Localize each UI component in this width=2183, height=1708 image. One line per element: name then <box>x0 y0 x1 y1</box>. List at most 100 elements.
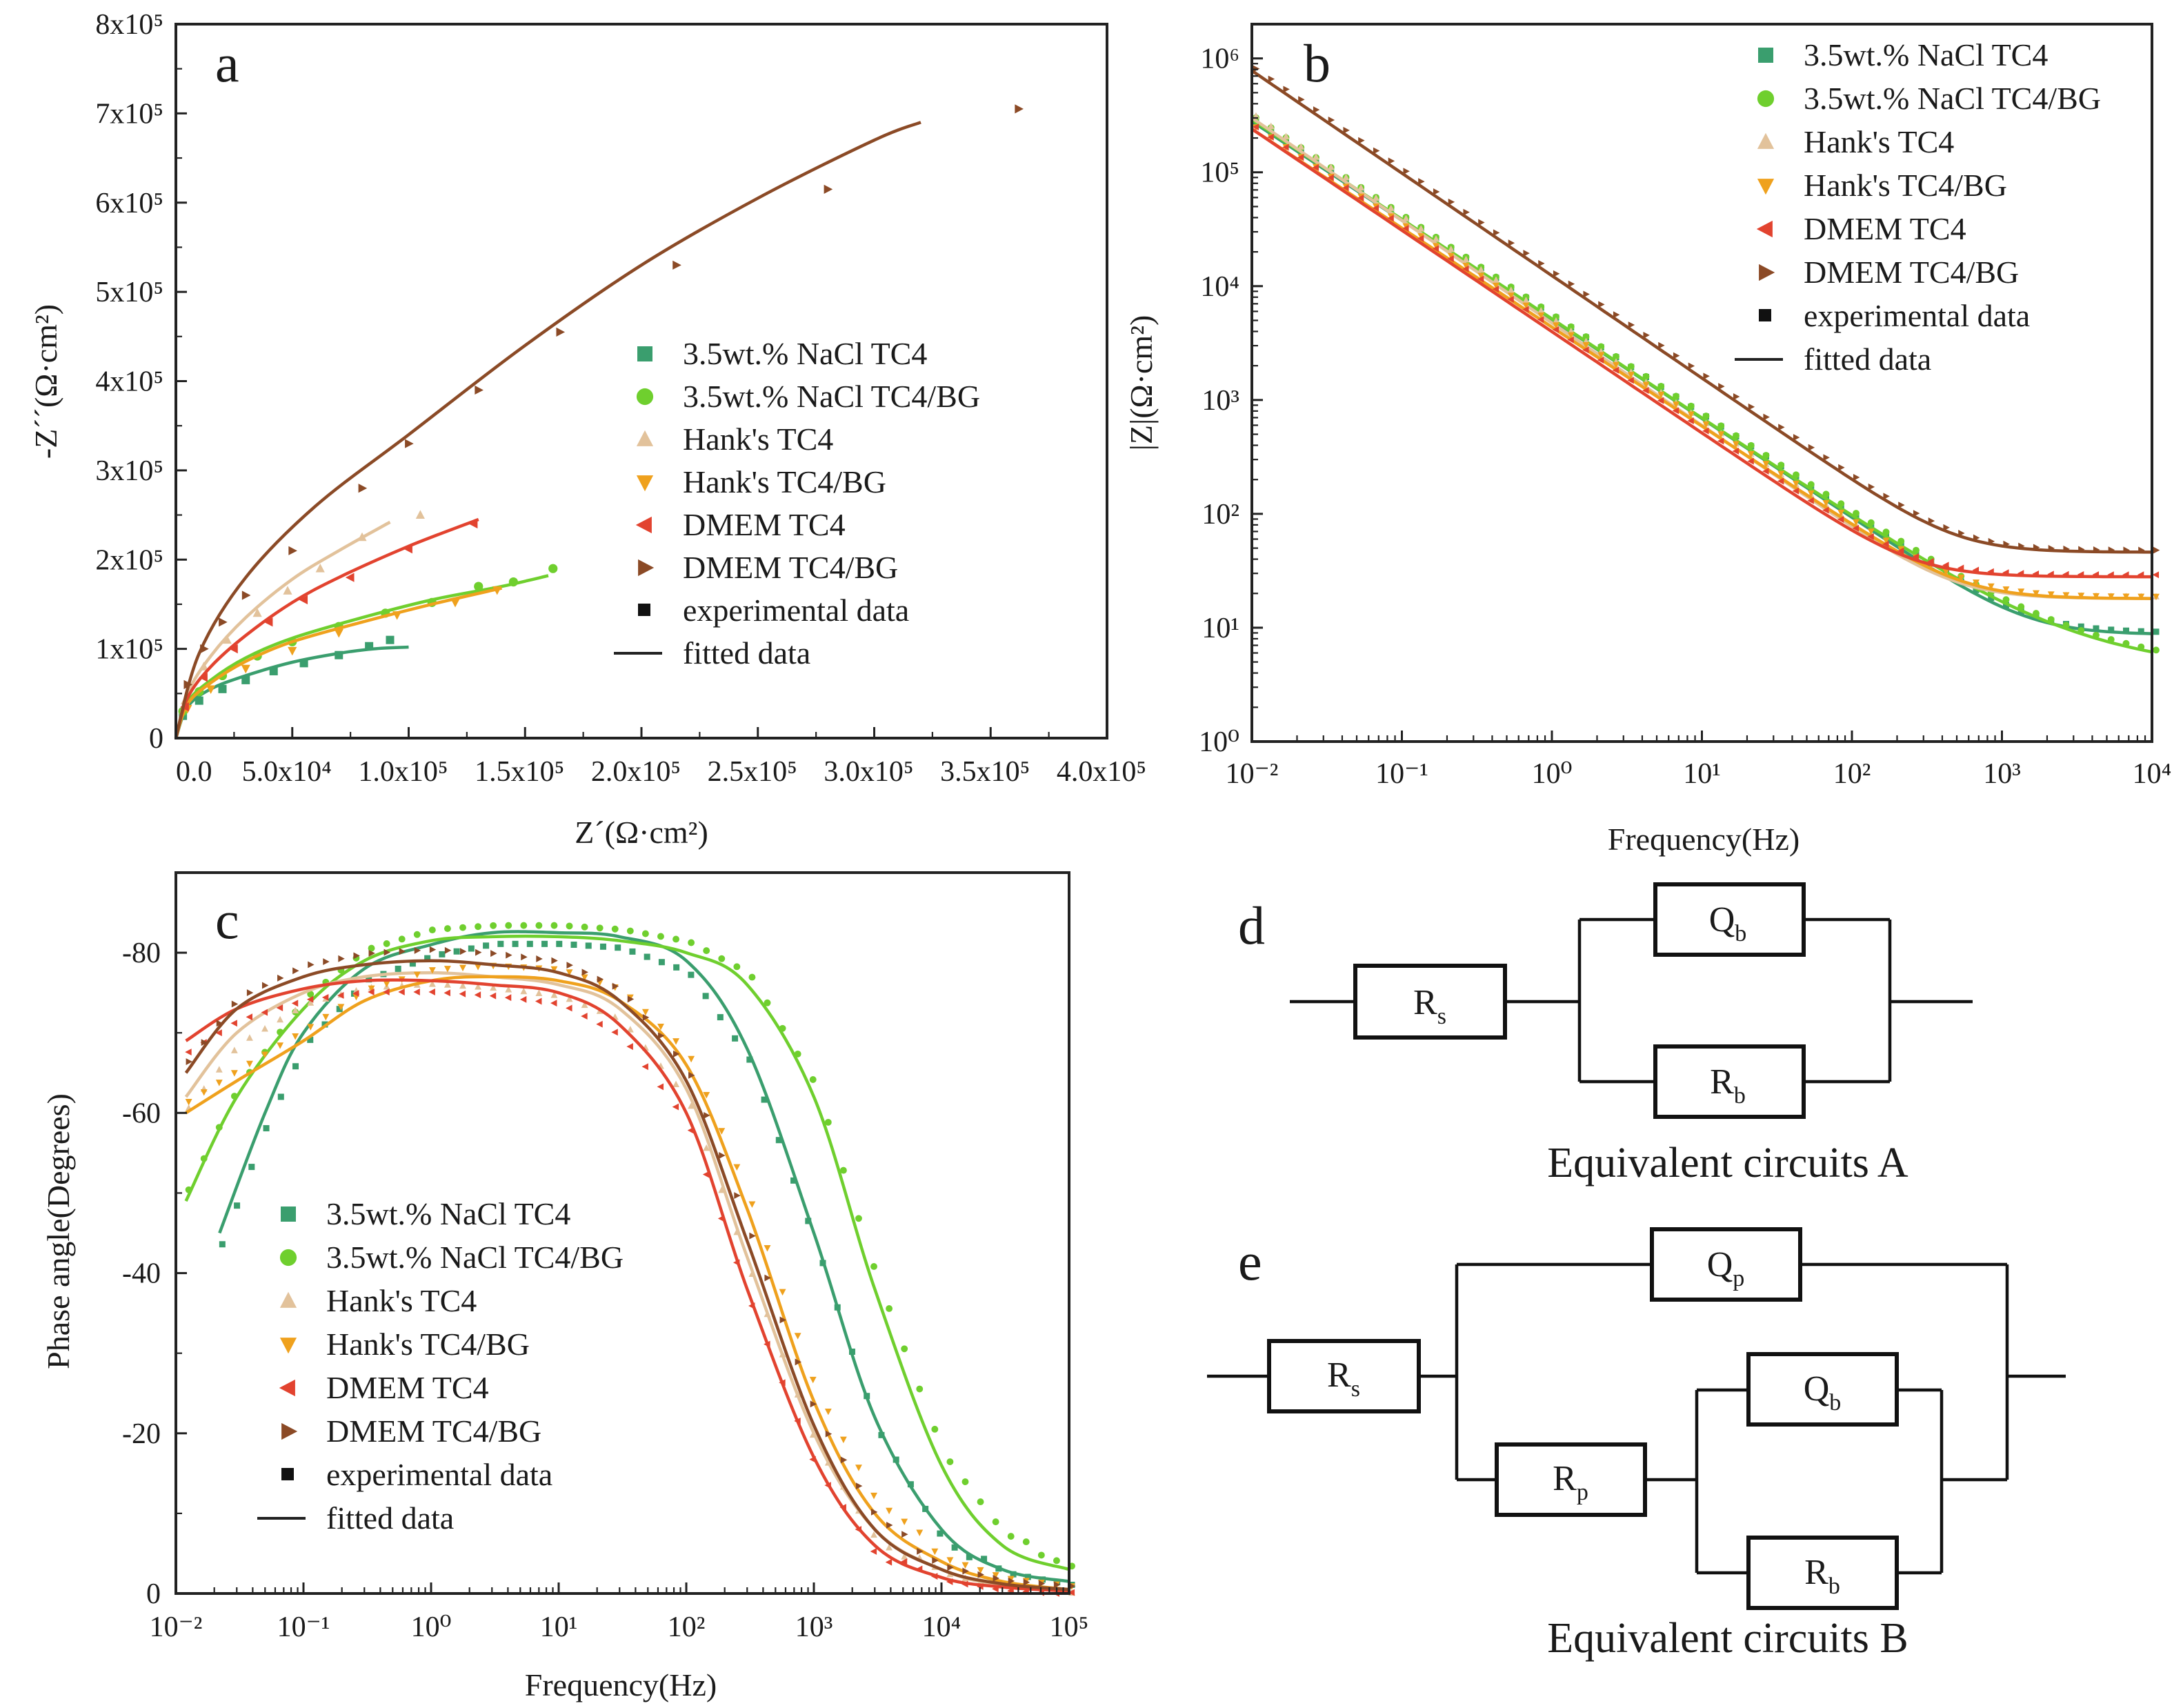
bode-phase-point-dmem-tc4 <box>809 1456 816 1463</box>
bode-impedance-fit-3-5wt-nacl-tc4-bg <box>1250 118 2153 654</box>
bode-phase-point-3-5wt-nacl-tc4-bg <box>916 1385 924 1393</box>
bode-impedance-point-3-5wt-nacl-tc4-bg <box>1762 452 1770 459</box>
bode-impedance-point-hank-s-tc4 <box>1342 173 1350 181</box>
bode-phase-point-dmem-tc4-bg <box>1038 1580 1046 1587</box>
bode-impedance-point-dmem-tc4-bg <box>1943 524 1950 531</box>
bode-phase-point-dmem-tc4 <box>915 1565 923 1573</box>
bode-impedance-point-dmem-tc4 <box>1687 417 1694 425</box>
bode-impedance-point-dmem-tc4 <box>1957 564 1964 572</box>
bode-impedance-point-dmem-tc4 <box>1672 407 1679 415</box>
nyquist-x-tick-label: 5.0x10⁴ <box>242 756 332 788</box>
bode-impedance-point-3-5wt-nacl-tc4-bg <box>2137 643 2145 651</box>
bode-phase-y-tick-label: 0 <box>146 1578 161 1610</box>
bode-impedance-point-3-5wt-nacl-tc4-bg <box>1807 481 1815 488</box>
bode-phase-point-3-5wt-nacl-tc4 <box>234 1202 241 1209</box>
nyquist-x-tick-label: 2.5x10⁵ <box>708 756 797 788</box>
bode-impedance-point-dmem-tc4-bg <box>1298 96 1305 103</box>
bode-impedance-point-dmem-tc4 <box>1312 163 1319 171</box>
bode-phase-point-dmem-tc4 <box>428 989 435 995</box>
bode-phase-point-hank-s-tc4 <box>688 1102 695 1109</box>
bode-impedance-point-dmem-tc4 <box>1627 377 1634 384</box>
bode-phase-point-dmem-tc4-bg <box>642 1013 650 1021</box>
bode-impedance-point-dmem-tc4-bg <box>1343 126 1350 134</box>
bode-phase-point-hank-s-tc4-bg <box>824 1408 832 1416</box>
bode-impedance-x-tick-label: 10⁻¹ <box>1375 758 1428 790</box>
bode-impedance-point-3-5wt-nacl-tc4 <box>2153 628 2160 635</box>
bode-phase-point-dmem-tc4-bg <box>657 1032 665 1040</box>
bode-phase-point-dmem-tc4-bg <box>383 949 391 956</box>
bode-phase-point-hank-s-tc4 <box>764 1310 771 1318</box>
circuit-b-caption: Equivalent circuits B <box>1547 1615 1908 1662</box>
legend-entry-dmem-tc4-bg-label: DMEM TC4/BG <box>1804 255 2019 290</box>
bode-impedance-point-hank-s-tc4-bg <box>2137 593 2145 601</box>
bode-impedance-point-3-5wt-nacl-tc4-bg <box>1822 490 1830 498</box>
nyquist-point-dmem-tc4 <box>263 617 273 627</box>
bode-impedance-point-dmem-tc4-bg <box>1733 393 1740 400</box>
bode-phase-point-3-5wt-nacl-tc4-bg <box>641 930 649 937</box>
bode-phase-point-dmem-tc4-bg <box>779 1316 786 1324</box>
bode-phase-point-dmem-tc4 <box>870 1548 877 1555</box>
bode-impedance-point-dmem-tc4 <box>1417 235 1424 242</box>
nyquist-y-tick-label: 2x10⁵ <box>95 544 163 576</box>
nyquist-y-tick-label: 7x10⁵ <box>95 98 163 130</box>
bode-impedance-point-dmem-tc4 <box>1327 174 1334 181</box>
bode-phase-point-3-5wt-nacl-tc4-bg <box>992 1518 999 1526</box>
bode-impedance-point-3-5wt-nacl-tc4-bg <box>1897 537 1905 545</box>
bode-phase-point-hank-s-tc4-bg <box>931 1548 939 1556</box>
bode-phase-point-dmem-tc4-bg <box>932 1557 939 1565</box>
bode-impedance-point-3-5wt-nacl-tc4-bg <box>1582 333 1590 341</box>
bode-phase-point-dmem-tc4 <box>717 1215 725 1222</box>
bode-impedance-point-dmem-tc4-bg <box>1373 147 1380 155</box>
bode-phase-point-dmem-tc4 <box>443 989 450 997</box>
bode-impedance-legend: 3.5wt.% NaCl TC4 3.5wt.% NaCl TC4/BG Hank'… <box>1735 37 2101 377</box>
bode-impedance-point-3-5wt-nacl-tc4-bg <box>2062 622 2070 629</box>
bode-phase-point-dmem-tc4 <box>611 1029 618 1036</box>
bode-phase-point-dmem-tc4 <box>779 1379 786 1387</box>
bode-phase-point-dmem-tc4-bg <box>962 1567 969 1575</box>
bode-phase-point-dmem-tc4-bg <box>764 1274 771 1282</box>
bode-impedance-point-dmem-tc4-bg <box>1763 413 1770 421</box>
bode-phase-point-3-5wt-nacl-tc4-bg <box>703 947 710 955</box>
bode-phase-point-hank-s-tc4-bg <box>946 1557 954 1564</box>
bode-impedance-point-dmem-tc4 <box>2092 571 2100 578</box>
legend-entry-hank-s-tc4-bg-marker <box>636 475 654 492</box>
nyquist-point-dmem-tc4 <box>468 519 478 529</box>
bode-phase-point-dmem-tc4-bg <box>1053 1581 1061 1589</box>
bode-phase-point-hank-s-tc4-bg <box>703 1092 710 1099</box>
bode-phase-point-3-5wt-nacl-tc4-bg <box>459 924 466 931</box>
bode-phase-point-3-5wt-nacl-tc4-bg <box>383 940 390 947</box>
panel-label-a: a <box>215 33 239 93</box>
bode-phase-point-3-5wt-nacl-tc4-bg <box>398 935 406 943</box>
bode-impedance-point-dmem-tc4-bg <box>1973 534 1980 542</box>
legend-entry-hank-s-tc4-bg-label: Hank's TC4/BG <box>683 464 886 499</box>
bode-impedance-point-dmem-tc4-bg <box>2153 546 2160 554</box>
bode-phase-point-hank-s-tc4 <box>748 1270 756 1277</box>
nyquist-point-hank-s-tc4-bg <box>334 628 343 638</box>
bode-phase-point-dmem-tc4 <box>337 992 344 999</box>
nyquist-y-tick-label: 8x10⁵ <box>95 9 163 41</box>
bode-impedance-point-dmem-tc4 <box>1792 487 1800 495</box>
circuit-b-qp-label: Qp <box>1707 1245 1745 1291</box>
bode-impedance-point-hank-s-tc4 <box>1477 266 1485 273</box>
bode-phase-point-dmem-tc4-bg <box>338 955 345 962</box>
bode-impedance-point-dmem-tc4-bg <box>1613 311 1620 319</box>
bode-phase-plot-frame <box>175 871 1070 1595</box>
bode-phase-point-hank-s-tc4 <box>443 981 451 988</box>
bode-impedance-point-dmem-tc4-bg <box>1403 168 1410 175</box>
bode-impedance-fit-hank-s-tc4-bg <box>1250 128 2153 600</box>
bode-impedance-point-3-5wt-nacl-tc4-bg <box>1717 422 1725 430</box>
bode-phase-point-3-5wt-nacl-tc4 <box>409 960 416 967</box>
bode-impedance-point-dmem-tc4-bg <box>1328 117 1335 123</box>
legend-entry-experimental-data-label: experimental data <box>326 1457 552 1492</box>
bode-impedance-point-hank-s-tc4-bg <box>1507 292 1515 299</box>
bode-phase-point-3-5wt-nacl-tc4 <box>615 944 621 951</box>
bode-impedance-point-dmem-tc4 <box>1402 225 1409 232</box>
nyquist-point-3-5wt-nacl-tc4-bg <box>548 564 558 573</box>
bode-phase-point-3-5wt-nacl-tc4 <box>893 1456 899 1463</box>
bode-impedance-point-3-5wt-nacl-tc4-bg <box>1553 313 1559 321</box>
bode-phase-point-hank-s-tc4-bg <box>307 1024 315 1031</box>
bode-impedance-point-dmem-tc4-bg <box>1418 178 1425 186</box>
legend-entry-dmem-tc4-bg-marker <box>638 559 655 577</box>
bode-phase-point-3-5wt-nacl-tc4 <box>966 1553 973 1560</box>
bode-phase-point-3-5wt-nacl-tc4 <box>717 1014 724 1021</box>
